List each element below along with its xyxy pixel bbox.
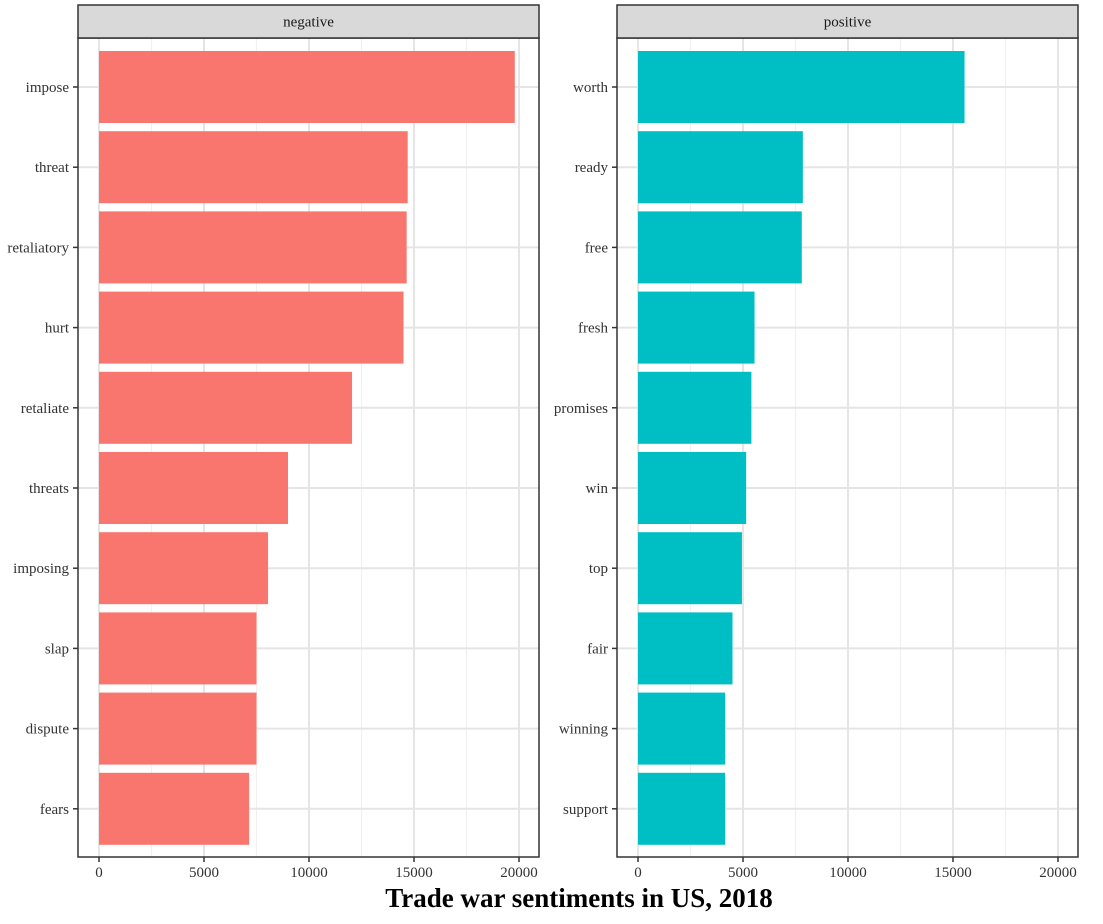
bar-top: [638, 532, 742, 605]
bar-retaliatory: [99, 211, 407, 284]
y-tick-label: impose: [26, 80, 70, 96]
y-tick-label: slap: [45, 641, 69, 657]
y-tick-label: win: [586, 481, 609, 497]
panel-positive: positive worth ready free fresh promises win to…: [554, 4, 1079, 881]
y-tick-label: winning: [559, 722, 609, 738]
bar-fresh: [638, 291, 755, 364]
y-tick-label: threats: [29, 481, 69, 497]
bar-ready: [638, 131, 803, 204]
y-tick-label: ready: [575, 160, 609, 176]
facet-strip-label: negative: [283, 15, 334, 31]
y-tick-label: promises: [554, 401, 608, 417]
y-tick-label: top: [589, 561, 608, 577]
facet-strip: [77, 4, 540, 39]
bar-impose: [99, 51, 515, 123]
panel-negative: negative impose threat retaliatory hurt retal…: [7, 4, 540, 881]
bar-win: [638, 452, 747, 524]
y-tick-label: threat: [35, 160, 70, 176]
y-tick-label: free: [585, 240, 609, 256]
y-tick-label: retaliatory: [7, 240, 69, 256]
chart-title: Trade war sentiments in US, 2018: [385, 883, 773, 913]
bar-promises: [638, 371, 752, 444]
x-tick-label: 5000: [189, 865, 219, 881]
bar-dispute: [99, 692, 257, 765]
y-tick-label: worth: [573, 80, 608, 96]
bar-free: [638, 211, 802, 284]
bar-worth: [638, 51, 965, 123]
x-tick-label: 10000: [290, 865, 328, 881]
x-tick-label: 20000: [1039, 865, 1077, 881]
facet-strip: [616, 4, 1079, 39]
bar-imposing: [99, 532, 269, 605]
x-tick-label: 0: [634, 865, 642, 881]
x-tick-label: 15000: [934, 865, 972, 881]
x-tick-label: 0: [95, 865, 103, 881]
bar-threat: [99, 131, 408, 204]
x-tick-label: 5000: [728, 865, 758, 881]
y-tick-label: fair: [587, 641, 608, 657]
facet-strip-label: positive: [824, 15, 872, 31]
y-tick-label: hurt: [45, 321, 70, 337]
y-tick-label: fresh: [578, 321, 608, 337]
x-tick-label: 20000: [500, 865, 538, 881]
y-tick-label: support: [563, 802, 609, 818]
bar-threats: [99, 452, 288, 524]
bar-winning: [638, 692, 726, 765]
bar-support: [638, 772, 726, 845]
y-tick-label: dispute: [26, 722, 70, 738]
bar-slap: [99, 612, 257, 685]
bar-retaliate: [99, 371, 353, 444]
bar-fears: [99, 772, 250, 845]
bar-fair: [638, 612, 733, 685]
y-tick-label: imposing: [13, 561, 69, 577]
y-tick-label: retaliate: [21, 401, 70, 417]
y-tick-label: fears: [40, 802, 69, 818]
bar-hurt: [99, 291, 404, 364]
x-tick-label: 15000: [395, 865, 433, 881]
x-tick-label: 10000: [829, 865, 867, 881]
